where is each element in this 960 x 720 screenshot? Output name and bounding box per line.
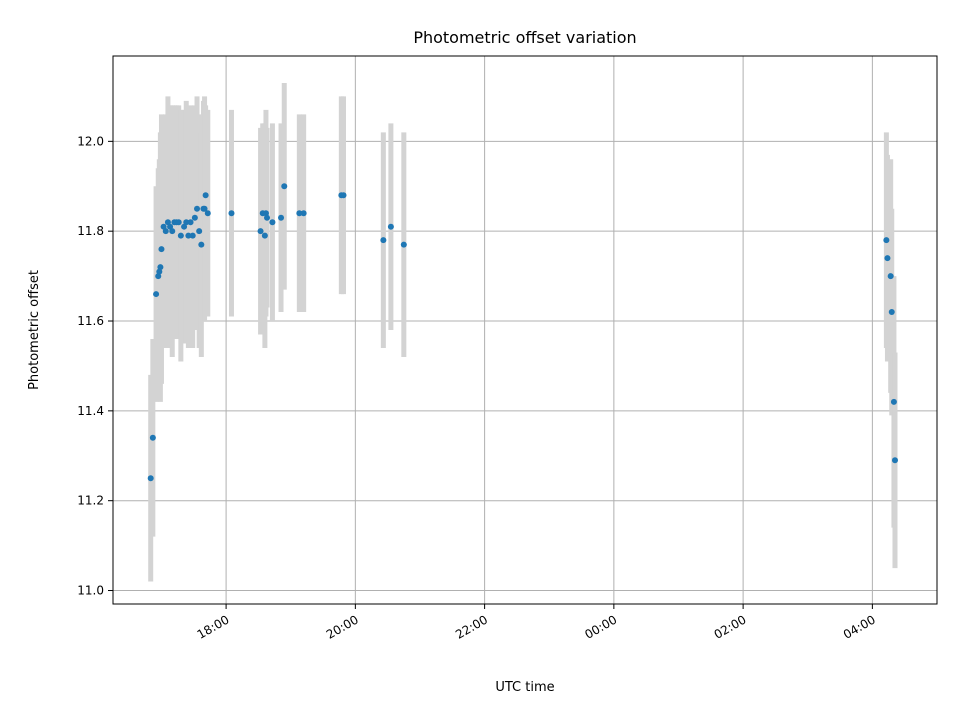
data-point [261, 232, 268, 239]
data-point [257, 228, 264, 235]
data-point [183, 219, 190, 226]
data-point [149, 434, 156, 441]
data-point [887, 273, 894, 280]
y-tick-label: 11.4 [77, 404, 104, 418]
data-point [883, 237, 890, 244]
chart-title: Photometric offset variation [413, 28, 636, 47]
data-point [300, 210, 307, 217]
data-point [189, 232, 196, 239]
data-point [156, 268, 163, 275]
data-point [158, 246, 165, 253]
data-point [400, 241, 407, 248]
data-point [269, 219, 276, 226]
data-point [157, 264, 164, 271]
data-point [169, 228, 176, 235]
y-tick-label: 11.8 [77, 224, 104, 238]
data-point [202, 192, 209, 199]
plot-frame [112, 55, 938, 605]
data-point [185, 232, 192, 239]
data-point [296, 210, 303, 217]
y-tick-label: 11.0 [77, 584, 104, 598]
data-point [387, 223, 394, 230]
data-point [884, 255, 891, 262]
data-point [281, 183, 288, 190]
data-point [340, 192, 347, 199]
y-tick-label: 12.0 [77, 134, 104, 148]
data-point [228, 210, 235, 217]
data-point [891, 457, 898, 464]
data-point [177, 232, 184, 239]
data-point [164, 219, 171, 226]
data-point [196, 228, 203, 235]
data-point [191, 214, 198, 221]
x-axis-label: UTC time [495, 680, 554, 695]
data-point [160, 223, 167, 230]
data-point [278, 214, 285, 221]
data-point [153, 291, 160, 298]
data-point [264, 214, 271, 221]
data-point [204, 210, 211, 217]
data-point [194, 205, 201, 212]
data-point [262, 210, 269, 217]
data-point [198, 241, 205, 248]
data-point [162, 228, 169, 235]
data-point [187, 219, 194, 226]
y-axis: 11.0 11.2 11.4 11.6 11.8 12.0 [77, 134, 113, 598]
data-point [155, 273, 162, 280]
data-point [181, 223, 188, 230]
y-tick-label: 11.6 [77, 314, 104, 328]
data-point [888, 309, 895, 316]
data-points [147, 183, 898, 482]
data-point [147, 475, 154, 482]
data-point [201, 205, 208, 212]
data-point [380, 237, 387, 244]
data-point [890, 398, 897, 405]
y-tick-label: 11.2 [77, 494, 104, 508]
data-point [167, 223, 174, 230]
data-point [175, 219, 182, 226]
grid [113, 56, 937, 604]
y-axis-label: Photometric offset [27, 270, 42, 390]
